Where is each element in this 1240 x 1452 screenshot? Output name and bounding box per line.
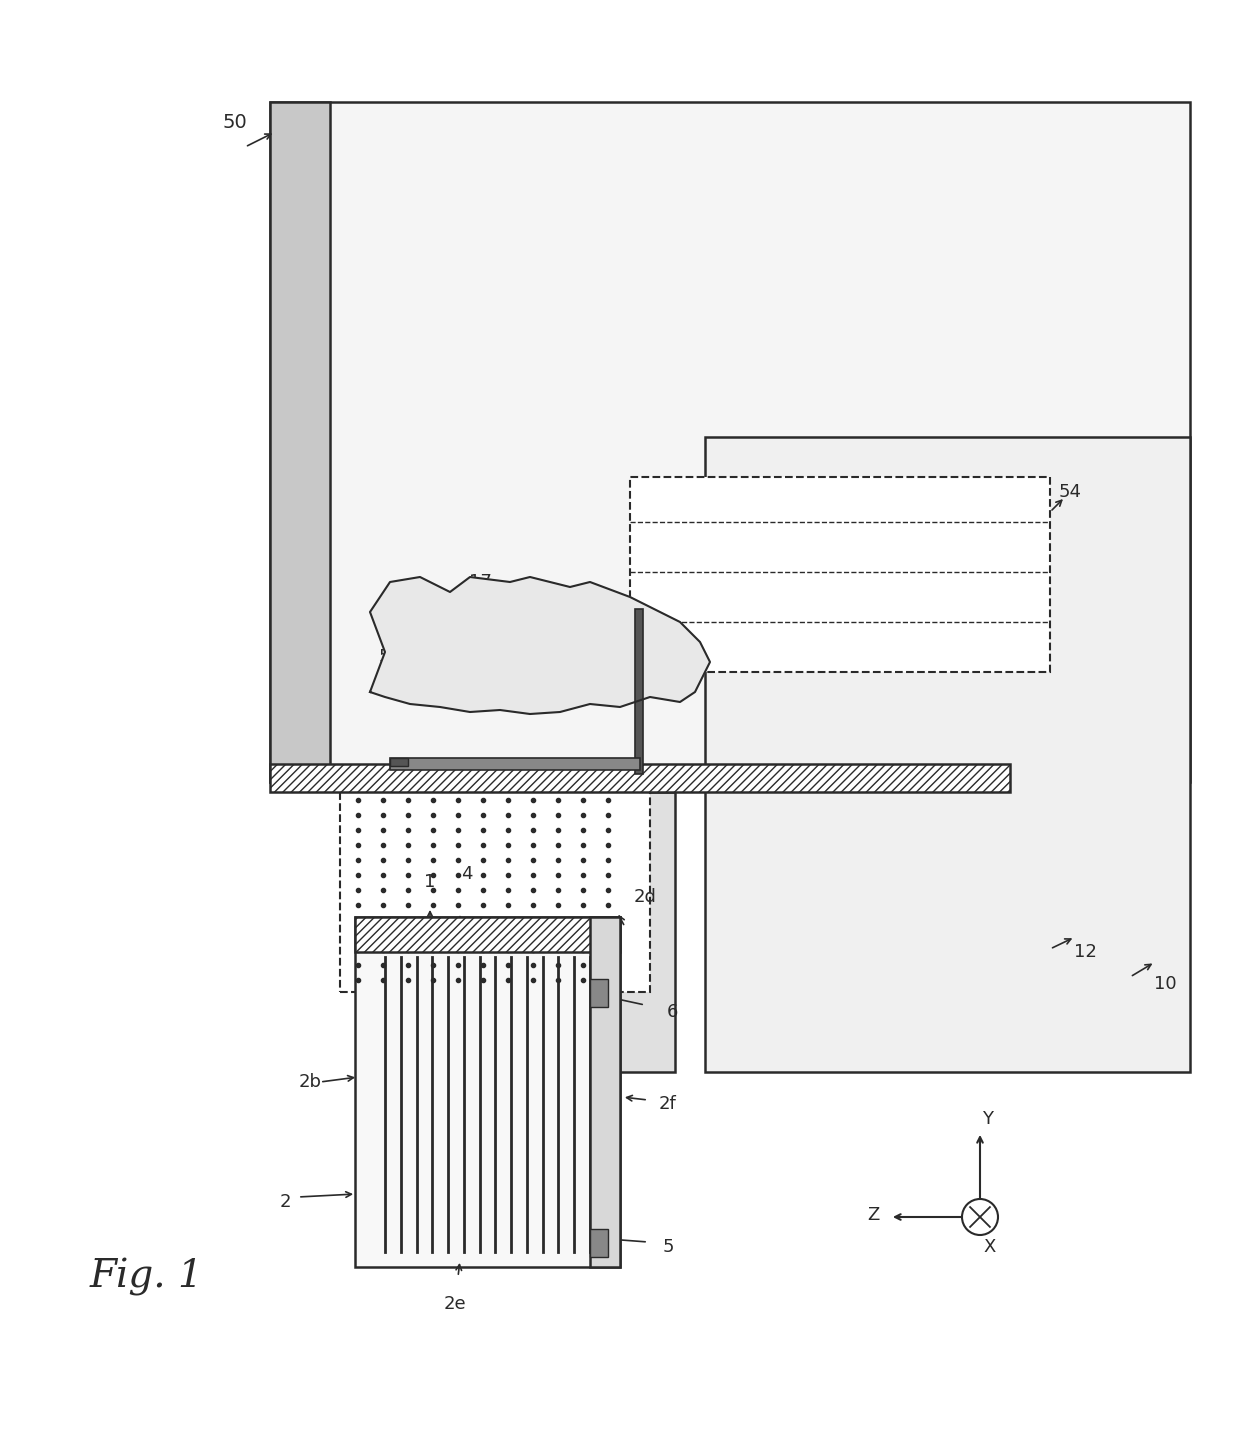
Text: 17: 17 [469,574,491,591]
Text: 5: 5 [662,1239,673,1256]
Bar [391,758,640,770]
Text: Y: Y [982,1109,993,1128]
Text: X: X [983,1239,996,1256]
Text: 52: 52 [378,648,402,666]
Text: 54a: 54a [593,658,627,677]
Text: 2d: 2d [634,889,656,906]
Text: 2: 2 [279,1194,290,1211]
Bar [270,764,1011,791]
Bar [590,1228,608,1257]
Text: 2e: 2e [444,1295,466,1313]
Text: 4: 4 [461,865,472,883]
Bar [630,478,1050,672]
Text: 12: 12 [1074,942,1096,961]
Bar [595,791,675,1072]
Text: 11: 11 [334,778,356,796]
Text: 1: 1 [424,873,435,892]
Bar [635,608,644,774]
Bar [391,758,408,767]
Text: 14: 14 [587,938,609,955]
Text: 13: 13 [358,953,382,971]
Text: 10: 10 [1153,974,1177,993]
Text: 2b: 2b [299,1073,321,1090]
Bar [355,918,620,1268]
Text: 54: 54 [1059,484,1081,501]
Text: 2f: 2f [660,1095,677,1114]
Bar [355,918,620,953]
Bar [590,979,608,1008]
Text: 18: 18 [518,608,542,626]
Circle shape [962,1199,998,1236]
Bar [340,777,650,992]
Text: 50: 50 [223,112,247,132]
Bar [270,102,1190,783]
Text: Z: Z [867,1207,879,1224]
Polygon shape [370,576,711,714]
Bar [590,918,620,1268]
Bar [706,437,1190,1072]
Bar [270,102,330,783]
Text: Fig. 1: Fig. 1 [91,1257,203,1297]
Text: 6: 6 [666,1003,678,1021]
